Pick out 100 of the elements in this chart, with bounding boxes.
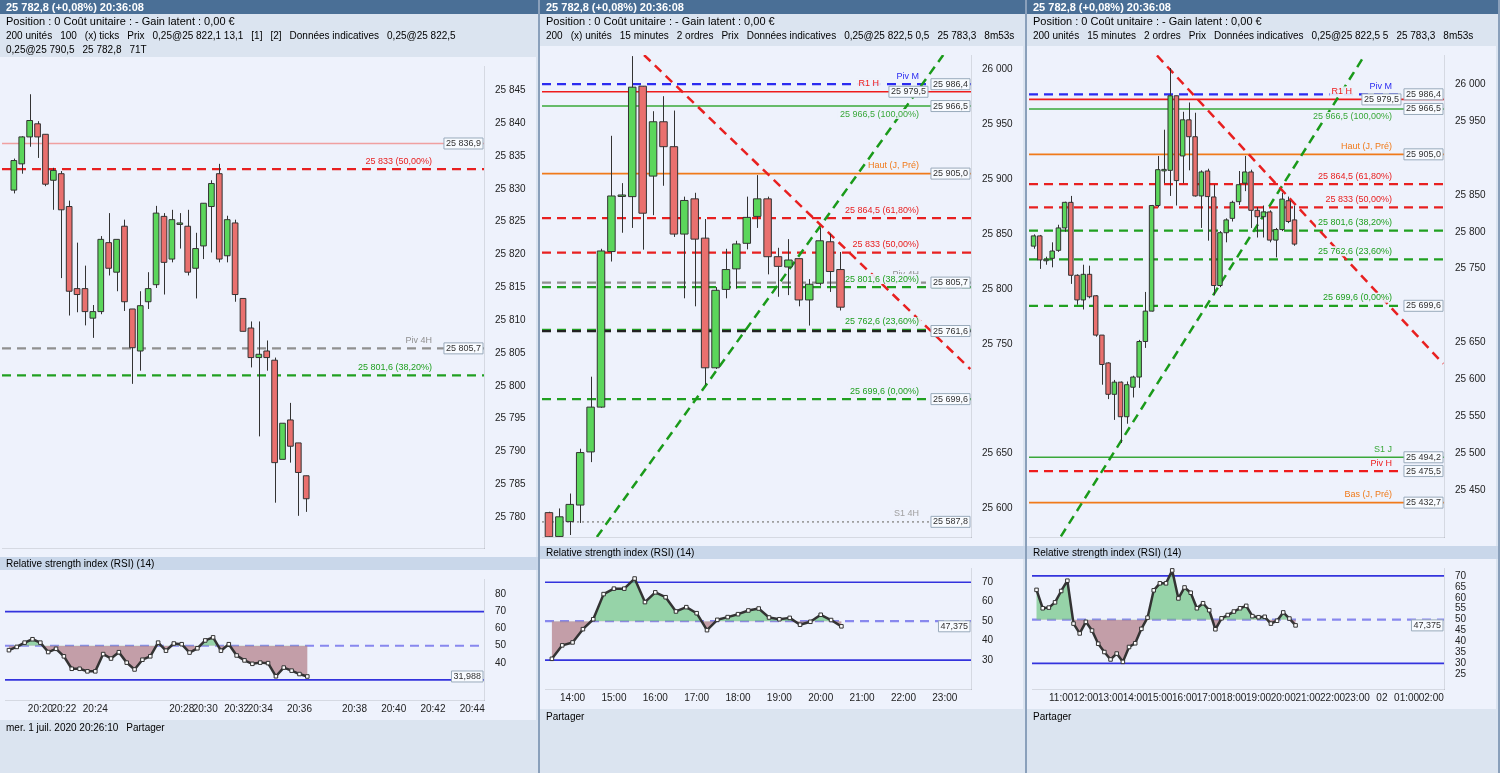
ref-line-label: 25 801,6 (38,20%)	[357, 361, 433, 372]
point	[797, 622, 803, 627]
point	[642, 599, 648, 605]
chart-title: Relative strength index (RSI) (14)	[540, 546, 1025, 559]
ref-line-label: S1 J	[1373, 443, 1393, 454]
point	[132, 667, 137, 672]
ref-line-label: 25 833 (50,00%)	[1325, 193, 1392, 204]
y-tick-label: 80	[495, 588, 507, 600]
y-tick-label: 25 790	[495, 445, 527, 457]
text: [1]	[251, 30, 263, 41]
point	[653, 590, 658, 595]
text: Prix	[721, 30, 739, 43]
text: 0,25@25 822,5 0,5	[844, 30, 930, 43]
ref-line-label: Piv H	[1370, 457, 1393, 468]
ref-line-label: Haut (J, Pré)	[867, 160, 919, 171]
text: 25 783,3	[937, 30, 977, 43]
point	[289, 668, 294, 673]
point	[1089, 628, 1095, 633]
x-tick-label: 11:00	[1049, 691, 1074, 703]
ref-line-label: 25 762,6 (23,60%)	[844, 316, 920, 327]
y-tick-label: 25 500	[1455, 446, 1487, 458]
x-tick-label: 20:32	[224, 702, 250, 714]
y-tick-label: 25 600	[1455, 373, 1487, 385]
point	[580, 626, 586, 632]
text: 0,25@25 790,5	[6, 44, 75, 55]
y-tick-label: 40	[495, 656, 507, 668]
point	[673, 609, 679, 614]
text: 8m53s	[984, 30, 1015, 43]
point	[1145, 615, 1150, 620]
annotation: 25 587,8	[932, 516, 969, 527]
x-tick-label: 20:34	[247, 702, 274, 714]
point	[1176, 596, 1181, 601]
ref-line-label: 25 762,6 (23,60%)	[1317, 245, 1393, 256]
point	[218, 648, 224, 653]
point	[22, 640, 27, 645]
point	[1237, 605, 1243, 611]
y-tick-label: 25 650	[1455, 336, 1487, 348]
text: Prix	[1188, 30, 1206, 43]
x-tick-label: 17:00	[684, 691, 710, 703]
annotation: 25 805,7	[932, 277, 969, 288]
point	[163, 648, 169, 653]
chart-subtitle: Position : 0 Coût unitaire : - Gain latent : 0,00 €	[1032, 14, 1263, 28]
point	[1132, 641, 1138, 646]
point	[787, 615, 792, 621]
x-tick-label: 20:42	[420, 702, 446, 714]
point	[1206, 607, 1212, 613]
x-tick-label: 20:24	[82, 702, 109, 714]
ref-line-label: Piv M	[896, 70, 919, 81]
annotation: 25 836,9	[445, 137, 482, 148]
y-tick-label: 25 750	[1455, 262, 1487, 274]
point	[622, 586, 627, 591]
point	[663, 594, 668, 600]
annotation: 25 986,4	[932, 78, 969, 89]
x-tick-label: 20:36	[286, 702, 313, 714]
x-tick-label: 16:00	[1172, 691, 1198, 703]
point	[1182, 585, 1187, 590]
point	[766, 615, 772, 620]
y-tick-label: 25 900	[982, 172, 1014, 184]
y-tick-label: 50	[1455, 613, 1467, 625]
y-tick-label: 45	[1455, 624, 1467, 636]
point	[1250, 613, 1255, 619]
y-tick-label: 25 800	[1455, 225, 1487, 237]
y-tick-label: 25 825	[495, 215, 527, 227]
point	[38, 640, 43, 645]
point	[85, 669, 90, 674]
chart-title: 25 782,8 (+0,08%) 20:36:08	[1027, 0, 1498, 14]
y-tick-label: 25 845	[495, 84, 527, 96]
point	[305, 674, 310, 679]
ref-line-label: 25 833 (50,00%)	[852, 239, 919, 250]
ref-line-label: 25 833 (50,00%)	[365, 155, 432, 166]
point	[1034, 587, 1039, 593]
x-tick-label: 20:00	[808, 691, 834, 703]
annotation: 25 761,6	[932, 325, 969, 336]
point	[93, 669, 98, 674]
annotation: 25 699,6	[932, 393, 969, 404]
y-tick-label: 25 795	[495, 412, 527, 424]
point	[234, 653, 239, 658]
point	[1225, 612, 1230, 618]
y-tick-label: 25 805	[495, 346, 527, 358]
ref-line-label: 25 801,6 (38,20%)	[1317, 217, 1393, 228]
y-tick-label: 25 750	[982, 337, 1014, 349]
point	[116, 649, 122, 655]
y-tick-label: 25 840	[495, 116, 527, 128]
chart-title: Relative strength index (RSI) (14)	[0, 557, 538, 570]
y-tick-label: 25 450	[1455, 483, 1487, 495]
point	[839, 624, 844, 629]
x-tick-label: 20:40	[381, 702, 407, 714]
y-tick-label: 50	[982, 614, 994, 626]
text: (x) ticks	[84, 30, 120, 41]
text: 15 minutes	[1087, 30, 1137, 43]
x-tick-label: 22:00	[890, 691, 917, 703]
ref-line-label: S1 4H	[893, 508, 919, 519]
point	[273, 674, 279, 679]
y-tick-label: 25 850	[982, 227, 1014, 239]
annotation: 25 979,5	[890, 86, 926, 97]
x-tick-label: 19:00	[1246, 691, 1272, 703]
y-tick-label: 25	[1455, 668, 1467, 680]
x-tick-label: 14:00	[560, 691, 586, 703]
point	[179, 641, 184, 647]
point	[1163, 581, 1169, 586]
